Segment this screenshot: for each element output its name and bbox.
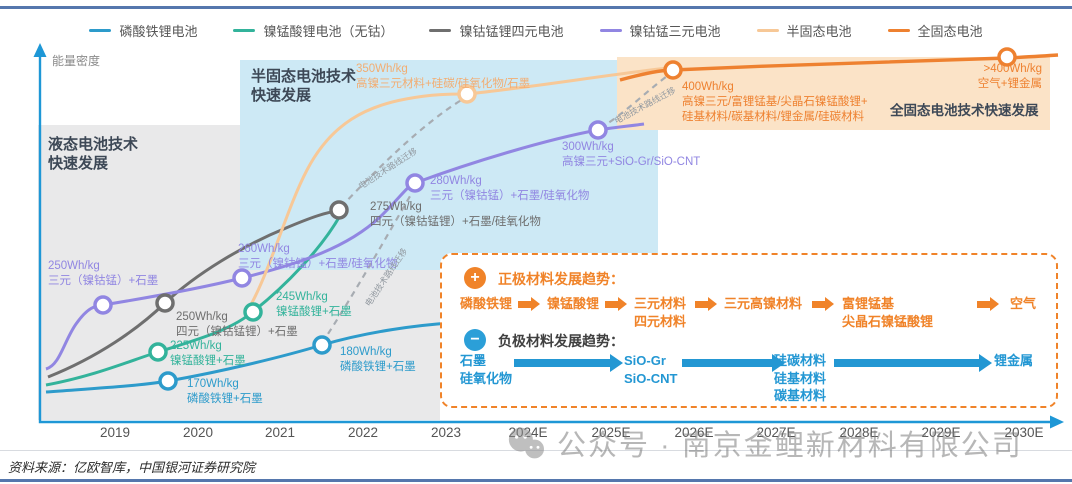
legend-label: 镍锰酸锂电池（无钴） — [263, 24, 394, 39]
legend-swatch-lfp — [89, 29, 112, 32]
annotation-400-all-solid: 400Wh/kg 高镍三元/富锂锰基/尖晶石镍锰酸锂+ 硅基材料/碳基材料/锂金属/… — [682, 81, 868, 123]
x-tick-2030e: 2030E — [1004, 425, 1044, 440]
legend-label: 半固态电池 — [786, 24, 852, 39]
x-tick-2027e: 2027E — [756, 425, 796, 440]
long-right-arrow-icon — [514, 354, 623, 372]
annotation-275-quaternary: 275Wh/kg 四元（镍钴锰锂）+石墨/硅氧化物 — [370, 201, 541, 228]
x-tick-2025e: 2025E — [591, 425, 631, 440]
annotation-250-ternary: 250Wh/kg 三元（镍钴锰）+石墨 — [48, 260, 159, 287]
watermark: 公众号 · 南京金鲤新材料有限公司 — [505, 422, 1023, 464]
legend-label: 全固态电池 — [917, 24, 983, 39]
annotation-300-ternary: 300Wh/kg 高镍三元+SiO-Gr/SiO-CNT — [562, 141, 701, 168]
long-right-arrow-icon — [834, 354, 992, 372]
cathode-step-high-nickel: 三元高镍材料 — [724, 296, 803, 311]
legend-item-quaternary: 镍钴锰锂四元电池 — [429, 21, 564, 40]
watermark-text: 公众号 · 南京金鲤新材料有限公司 — [557, 430, 1023, 462]
legend-item-ternary: 镍钴锰三元电池 — [599, 21, 721, 40]
anode-step-sio: SiO-Gr SiO-CNT — [624, 353, 678, 386]
wechat-icon — [508, 427, 544, 459]
x-tick-2022: 2022 — [347, 425, 379, 440]
chart-legend: 磷酸铁锂电池 镍锰酸锂电池（无钴） 镍钴锰锂四元电池 镍钴锰三元电池 半固态电池… — [0, 21, 1072, 40]
cathode-trend-title: 正极材料发展趋势： — [498, 271, 624, 287]
annotation-225-lnmo: 225Wh/kg 镍锰酸锂+石墨 — [170, 340, 246, 367]
cathode-step-lnmo: 镍锰酸锂 — [547, 296, 600, 311]
y-axis-label: 能量密度 — [52, 54, 101, 68]
cathode-step-li-rich: 富锂锰基 尖晶石镍锰酸锂 — [842, 296, 934, 329]
annotation-260-ternary: 260Wh/kg 三元（镍钴锰）+石墨/硅氧化物 — [238, 243, 398, 270]
legend-item-lfp: 磷酸铁锂电池 — [89, 21, 197, 40]
legend-swatch-ternary — [599, 29, 622, 32]
x-tick-2023: 2023 — [430, 425, 462, 440]
legend-swatch-all-solid — [887, 29, 910, 32]
region-liquid-label: 液态电池技术 快速发展 — [48, 136, 139, 172]
y-axis-arrow-icon — [33, 43, 47, 57]
region-all-solid-label: 全固态电池技术快速发展 — [890, 103, 1039, 118]
x-tick-2028e: 2028E — [839, 425, 879, 440]
legend-swatch-lnmo — [233, 29, 256, 32]
legend-label: 磷酸铁锂电池 — [119, 24, 198, 39]
region-semi-solid-label: 半固态电池技术 快速发展 — [251, 68, 357, 104]
cathode-step-air: 空气 — [1010, 296, 1037, 311]
x-tick-2021: 2021 — [264, 425, 296, 440]
annotation-180-lfp: 180Wh/kg 磷酸铁锂+石墨 — [340, 346, 416, 373]
legend-item-semi-solid: 半固态电池 — [756, 21, 852, 40]
right-arrow-icon — [812, 297, 834, 311]
right-arrow-icon — [695, 297, 717, 311]
anode-step-silicon-carbon: 硅碳材料 硅基材料 碳基材料 — [774, 353, 827, 404]
plus-icon: + — [464, 267, 486, 289]
legend-swatch-quaternary — [429, 29, 452, 32]
long-right-arrow-icon — [682, 354, 785, 372]
legend-label: 镍钴锰锂四元电池 — [459, 24, 564, 39]
legend-item-all-solid: 全固态电池 — [887, 21, 983, 40]
minus-icon: − — [464, 329, 486, 351]
annotation-170-lfp: 170Wh/kg 磷酸铁锂+石墨 — [187, 378, 263, 405]
legend-swatch-semi-solid — [756, 29, 779, 32]
anode-step-li-metal: 锂金属 — [994, 353, 1034, 368]
anode-step-graphite: 石墨 硅氧化物 — [460, 353, 513, 386]
annotation-400plus-all-solid: >400Wh/kg 空气+锂金属 — [977, 63, 1042, 90]
annotation-350-semi-solid: 350Wh/kg 高镍三元材料+硅碳/硅氧化物/石墨 — [356, 63, 531, 90]
annotation-245-lnmo: 245Wh/kg 镍锰酸锂+石墨 — [276, 291, 352, 318]
right-arrow-icon — [605, 297, 627, 311]
material-trend-box: + 正极材料发展趋势： 磷酸铁锂 镍锰酸锂 三元材料 四元材料 三元高镍材料 富锂… — [440, 253, 1058, 408]
legend-item-lnmo: 镍锰酸锂电池（无钴） — [233, 21, 393, 40]
right-arrow-icon — [977, 297, 999, 311]
x-tick-2019: 2019 — [99, 425, 131, 440]
x-tick-2029e: 2029E — [921, 425, 961, 440]
source-note: 资料来源：亿欧智库，中国银河证券研究院 — [8, 460, 256, 475]
x-tick-2026e: 2026E — [674, 425, 714, 440]
legend-label: 镍钴锰三元电池 — [629, 24, 721, 39]
right-arrow-icon — [518, 297, 540, 311]
cathode-step-lfp: 磷酸铁锂 — [460, 296, 513, 311]
top-border-line — [0, 6, 1072, 9]
cathode-step-ternary: 三元材料 四元材料 — [634, 296, 687, 329]
annotation-280-ternary: 280Wh/kg 三元（镍钴锰）+石墨/硅氧化物 — [430, 175, 590, 202]
x-tick-2020: 2020 — [182, 425, 214, 440]
anode-trend-title: 负极材料发展趋势： — [498, 333, 624, 349]
bottom-border-line — [0, 479, 1072, 482]
